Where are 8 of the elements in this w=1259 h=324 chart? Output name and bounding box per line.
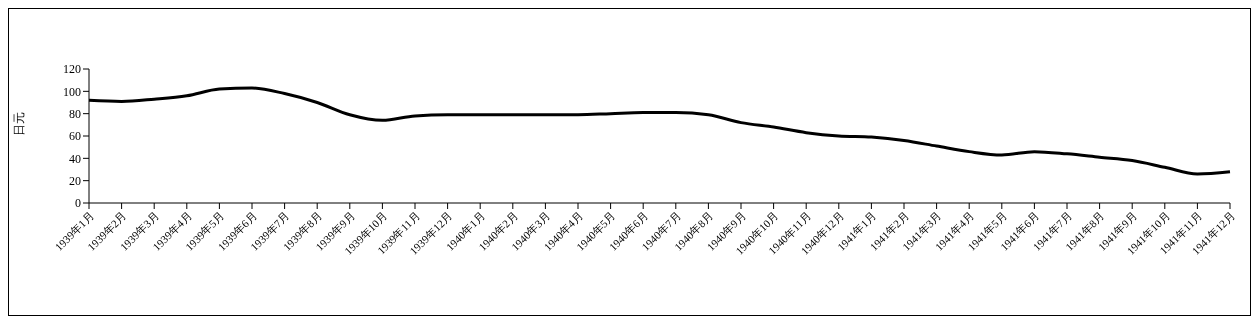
y-tick-label: 40	[69, 151, 81, 166]
y-tick-label: 100	[63, 84, 81, 99]
y-tick-label: 0	[75, 196, 81, 211]
y-tick-label: 80	[69, 106, 81, 121]
y-axis-title: 日元	[12, 112, 27, 136]
y-tick-label: 60	[69, 129, 81, 144]
y-tick-label: 20	[69, 173, 81, 188]
y-tick-label: 120	[63, 62, 81, 77]
